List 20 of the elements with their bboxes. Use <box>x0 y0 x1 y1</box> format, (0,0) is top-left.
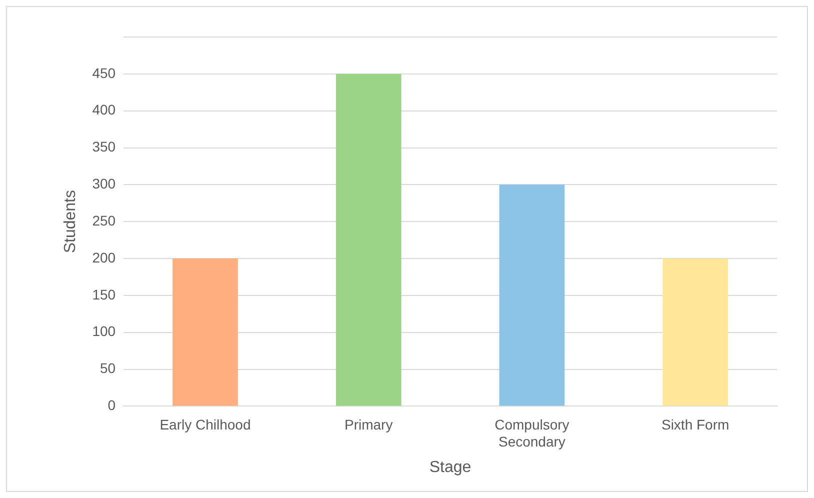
x-tick-label: Sixth Form <box>661 416 730 432</box>
y-tick-label: 400 <box>92 102 116 118</box>
bar <box>662 258 728 406</box>
y-tick-label: 50 <box>100 360 116 376</box>
y-tick-label: 300 <box>92 176 116 192</box>
x-tick-label: Primary <box>344 416 393 432</box>
x-axis-title: Stage <box>429 458 472 476</box>
y-axis-title: Students <box>62 190 80 254</box>
y-tick-label: 150 <box>92 286 116 302</box>
bar <box>336 74 402 406</box>
y-tick-label: 100 <box>92 323 116 340</box>
bar <box>172 258 238 406</box>
y-tick-label: 0 <box>108 397 116 414</box>
y-tick-label: 250 <box>92 212 116 228</box>
x-tick-label: Early Chilhood <box>160 416 251 432</box>
y-tick-label: 350 <box>92 138 116 155</box>
y-tick-label: 200 <box>92 249 116 266</box>
x-tick-label: Compulsory Secondary <box>494 416 570 450</box>
y-tick-label: 450 <box>92 64 116 81</box>
bar <box>499 184 565 406</box>
